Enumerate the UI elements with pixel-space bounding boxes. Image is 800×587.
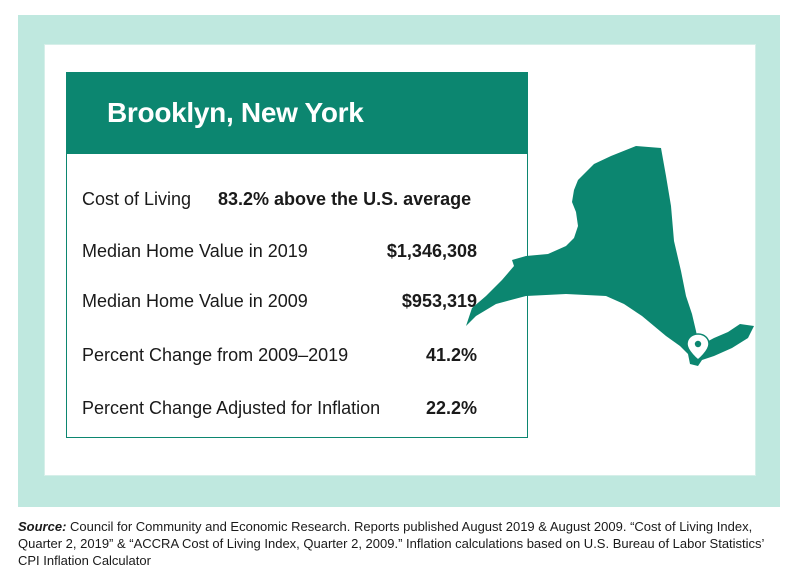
stat-value: $1,346,308	[386, 241, 477, 261]
source-text: Council for Community and Economic Resea…	[18, 519, 764, 568]
stat-value: 83.2% above the U.S. average	[218, 189, 472, 209]
stat-value: 22.2%	[425, 398, 477, 418]
info-card: Brooklyn, New York Cost of Living 83.2% …	[66, 72, 528, 438]
stat-value: 41.2%	[425, 345, 477, 365]
stat-label: Median Home Value in 2009	[82, 291, 308, 311]
stat-value: $953,319	[401, 291, 477, 311]
stat-label: Percent Change from 2009–2019	[82, 345, 349, 365]
source-note: Source: Council for Community and Econom…	[18, 518, 788, 569]
card-header: Brooklyn, New York	[67, 73, 527, 154]
stat-label: Cost of Living	[82, 189, 192, 209]
source-label: Source:	[18, 519, 67, 534]
new-york-state-map-icon	[466, 146, 754, 366]
stat-label: Percent Change Adjusted for Inflation	[82, 398, 381, 418]
card-title: Brooklyn, New York	[107, 97, 364, 128]
stat-label: Median Home Value in 2019	[82, 241, 308, 261]
location-pin-icon	[686, 333, 710, 361]
